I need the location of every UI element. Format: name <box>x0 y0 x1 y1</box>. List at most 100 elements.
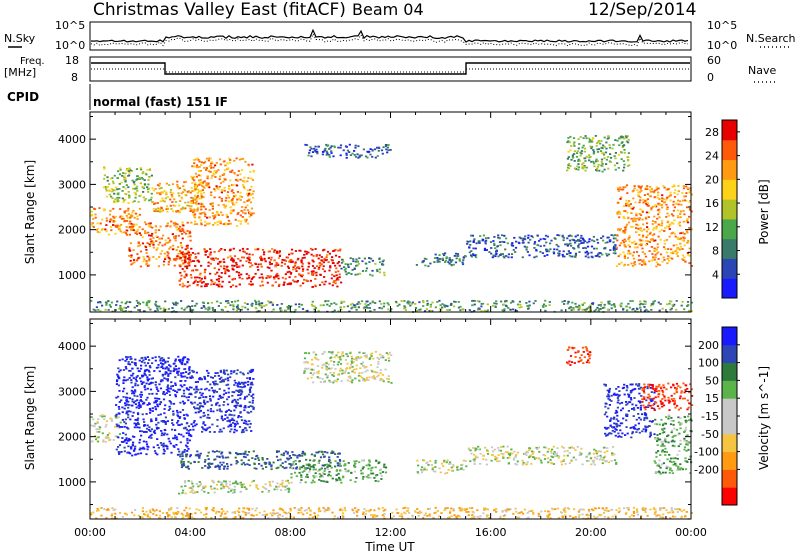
data-cell <box>263 251 266 254</box>
data-cell <box>237 482 240 485</box>
data-cell <box>182 255 185 258</box>
data-cell <box>277 264 280 266</box>
data-cell <box>307 367 310 370</box>
data-cell <box>204 486 207 489</box>
data-cell <box>477 307 480 310</box>
data-cell <box>591 256 594 259</box>
data-cell <box>287 491 290 493</box>
data-cell <box>185 422 188 425</box>
data-cell <box>157 421 160 424</box>
data-cell <box>213 196 216 199</box>
data-cell <box>160 250 164 252</box>
data-cell <box>326 466 329 468</box>
data-cell <box>91 222 94 225</box>
data-cell <box>581 304 584 306</box>
data-cell <box>122 369 125 371</box>
data-cell <box>174 437 177 440</box>
data-cell <box>99 222 102 225</box>
data-cell <box>656 246 659 249</box>
data-cell <box>216 425 219 428</box>
data-cell <box>143 424 146 426</box>
data-cell <box>198 276 201 279</box>
data-cell <box>671 185 674 188</box>
data-cell <box>94 438 98 441</box>
data-cell <box>246 204 249 207</box>
data-cell <box>169 372 172 375</box>
data-cell <box>229 483 232 486</box>
data-cell <box>108 432 111 435</box>
station-title: Christmas Valley East (fitACF) <box>93 0 346 20</box>
data-cell <box>568 239 572 242</box>
data-cell <box>129 216 132 219</box>
data-cell <box>441 257 444 260</box>
data-cell <box>326 250 330 253</box>
data-cell <box>154 208 158 211</box>
data-cell <box>283 259 286 262</box>
data-cell <box>596 241 600 244</box>
data-cell <box>122 217 125 220</box>
data-cell <box>616 212 619 214</box>
data-cell <box>581 237 584 240</box>
data-cell <box>338 256 341 258</box>
data-cell <box>236 307 240 310</box>
data-cell <box>228 275 231 278</box>
data-cell <box>324 300 327 302</box>
data-cell <box>114 309 117 311</box>
data-cell <box>342 149 345 152</box>
data-cell <box>117 376 121 379</box>
data-cell <box>171 428 174 431</box>
data-cell <box>182 357 185 360</box>
data-cell <box>354 260 357 263</box>
data-cell <box>137 309 140 311</box>
data-cell <box>180 274 183 277</box>
data-cell <box>328 252 331 255</box>
data-cell <box>194 202 197 204</box>
data-cell <box>222 404 225 406</box>
data-cell <box>210 167 213 169</box>
data-cell <box>185 413 188 416</box>
data-cell <box>387 144 390 146</box>
data-cell <box>330 452 333 454</box>
data-cell <box>269 301 273 304</box>
data-cell <box>149 198 152 201</box>
data-cell <box>163 433 166 436</box>
data-cell <box>204 283 207 286</box>
data-cell <box>118 433 122 435</box>
data-cell <box>424 310 427 312</box>
data-cell <box>235 372 238 375</box>
data-cell <box>220 430 223 433</box>
data-cell <box>103 177 106 180</box>
data-cell <box>176 453 180 456</box>
data-cell <box>294 268 297 270</box>
data-cell <box>367 467 370 470</box>
data-cell <box>648 194 651 197</box>
data-cell <box>584 157 587 160</box>
data-cell <box>323 276 326 278</box>
data-cell <box>499 244 502 247</box>
data-cell <box>595 158 598 161</box>
data-cell <box>180 423 183 426</box>
data-cell <box>145 302 148 305</box>
data-cell <box>686 301 690 303</box>
data-cell <box>619 228 622 230</box>
data-cell <box>195 371 198 374</box>
data-cell <box>356 260 359 263</box>
data-cell <box>563 255 566 258</box>
data-cell <box>142 440 145 443</box>
data-cell <box>154 202 157 205</box>
data-cell <box>173 224 176 227</box>
data-cell <box>333 302 336 304</box>
data-cell <box>116 200 119 203</box>
data-cell <box>590 160 593 163</box>
data-cell <box>276 304 279 306</box>
data-cell <box>210 191 213 194</box>
data-cell <box>124 418 127 421</box>
data-cell <box>153 432 157 435</box>
data-cell <box>181 453 184 455</box>
data-cell <box>112 219 115 222</box>
data-cell <box>201 426 204 429</box>
data-cell <box>187 373 190 375</box>
data-cell <box>655 227 658 230</box>
data-cell <box>545 248 548 251</box>
data-cell <box>334 460 337 463</box>
